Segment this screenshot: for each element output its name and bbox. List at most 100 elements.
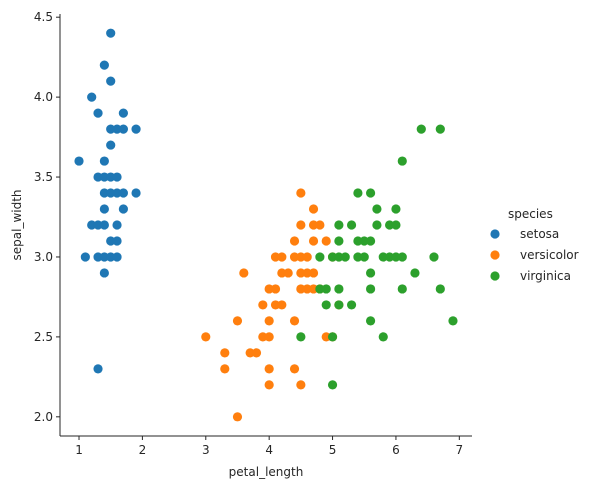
- versicolor-point: [289, 316, 300, 326]
- versicolor-point: [220, 348, 230, 358]
- setosa-point: [112, 252, 122, 262]
- virginica-point: [365, 316, 376, 326]
- virginica-point: [378, 332, 388, 342]
- virginica-point: [397, 156, 407, 166]
- versicolor-point: [245, 348, 255, 358]
- legend-label-setosa: setosa: [520, 227, 559, 241]
- versicolor-point: [296, 252, 306, 262]
- setosa-point: [106, 140, 116, 150]
- setosa-point: [112, 236, 122, 246]
- virginica-point: [365, 268, 376, 278]
- versicolor-point: [232, 412, 243, 422]
- virginica-point: [359, 236, 369, 246]
- virginica-point: [334, 236, 344, 246]
- setosa-point: [74, 156, 84, 166]
- virginica-point: [365, 188, 376, 198]
- versicolor-point: [308, 220, 319, 230]
- setosa-point: [106, 188, 116, 198]
- virginica-point: [346, 300, 357, 310]
- setosa-point: [118, 124, 128, 134]
- x-tick-label: 5: [329, 443, 337, 457]
- virginica-point: [435, 124, 445, 134]
- versicolor-point: [296, 268, 306, 278]
- legend-marker-setosa: [490, 229, 500, 239]
- setosa-point: [131, 188, 141, 198]
- virginica-point: [315, 252, 325, 262]
- setosa-point: [99, 204, 109, 214]
- versicolor-point: [264, 316, 274, 326]
- y-ticks: 2.0 2.5 3.0 3.5 4.0 4.5: [34, 10, 60, 424]
- virginica-point: [353, 236, 363, 246]
- legend-title: species: [508, 207, 553, 221]
- virginica-point: [391, 204, 401, 214]
- virginica-point: [391, 252, 401, 262]
- virginica-point: [321, 300, 331, 310]
- virginica-point: [334, 220, 344, 230]
- versicolor-point: [308, 236, 319, 246]
- versicolor-point: [270, 300, 281, 310]
- setosa-point: [131, 124, 141, 134]
- versicolor-point: [283, 268, 293, 278]
- virginica-point: [327, 332, 338, 342]
- setosa-point: [87, 220, 97, 230]
- setosa-point: [106, 236, 116, 246]
- plot-area: 2.0 2.5 3.0 3.5 4.0 4.5 1 2 3 4 5 6 7: [34, 10, 472, 457]
- setosa-point: [87, 92, 97, 102]
- versicolor-point: [308, 268, 319, 278]
- virginica-point: [327, 380, 338, 390]
- virginica-point: [448, 316, 458, 326]
- setosa-point: [106, 172, 116, 182]
- versicolor-point: [296, 380, 306, 390]
- y-tick-label: 3.5: [34, 170, 53, 184]
- virginica-point: [397, 284, 407, 294]
- virginica-point: [391, 220, 401, 230]
- versicolor-point: [264, 380, 274, 390]
- virginica-point: [372, 220, 382, 230]
- virginica-point: [385, 220, 395, 230]
- virginica-point: [378, 252, 388, 262]
- versicolor-point: [289, 236, 300, 246]
- setosa-point: [112, 172, 122, 182]
- versicolor-point: [315, 220, 325, 230]
- versicolor-point: [296, 220, 306, 230]
- y-tick-label: 2.0: [34, 410, 53, 424]
- versicolor-point: [277, 300, 287, 310]
- legend-label-virginica: virginica: [520, 269, 571, 283]
- versicolor-point: [277, 252, 287, 262]
- setosa-point: [106, 252, 116, 262]
- setosa-point: [118, 204, 128, 214]
- setosa-point: [93, 172, 103, 182]
- versicolor-point: [264, 284, 274, 294]
- virginica-point: [334, 284, 344, 294]
- versicolor-point: [302, 284, 312, 294]
- data-points: [74, 28, 458, 422]
- setosa-point: [93, 364, 103, 374]
- legend-label-versicolor: versicolor: [520, 248, 579, 262]
- virginica-point: [385, 252, 395, 262]
- virginica-point: [327, 252, 338, 262]
- virginica-point: [429, 252, 439, 262]
- virginica-point: [365, 284, 376, 294]
- setosa-point: [106, 124, 116, 134]
- setosa-point: [112, 188, 122, 198]
- versicolor-point: [239, 268, 249, 278]
- x-tick-label: 7: [456, 443, 464, 457]
- y-tick-label: 3.0: [34, 250, 53, 264]
- versicolor-point: [308, 204, 319, 214]
- versicolor-point: [296, 188, 306, 198]
- setosa-point: [99, 268, 109, 278]
- versicolor-point: [321, 236, 331, 246]
- setosa-point: [118, 108, 128, 118]
- x-ticks: 1 2 3 4 5 6 7: [75, 436, 463, 457]
- x-axis-label: petal_length: [229, 465, 304, 479]
- virginica-point: [410, 268, 420, 278]
- setosa-point: [99, 188, 109, 198]
- versicolor-point: [321, 332, 331, 342]
- versicolor-point: [289, 252, 300, 262]
- virginica-point: [315, 284, 325, 294]
- virginica-point: [296, 332, 306, 342]
- virginica-point: [353, 252, 363, 262]
- versicolor-point: [220, 364, 230, 374]
- virginica-point: [334, 300, 344, 310]
